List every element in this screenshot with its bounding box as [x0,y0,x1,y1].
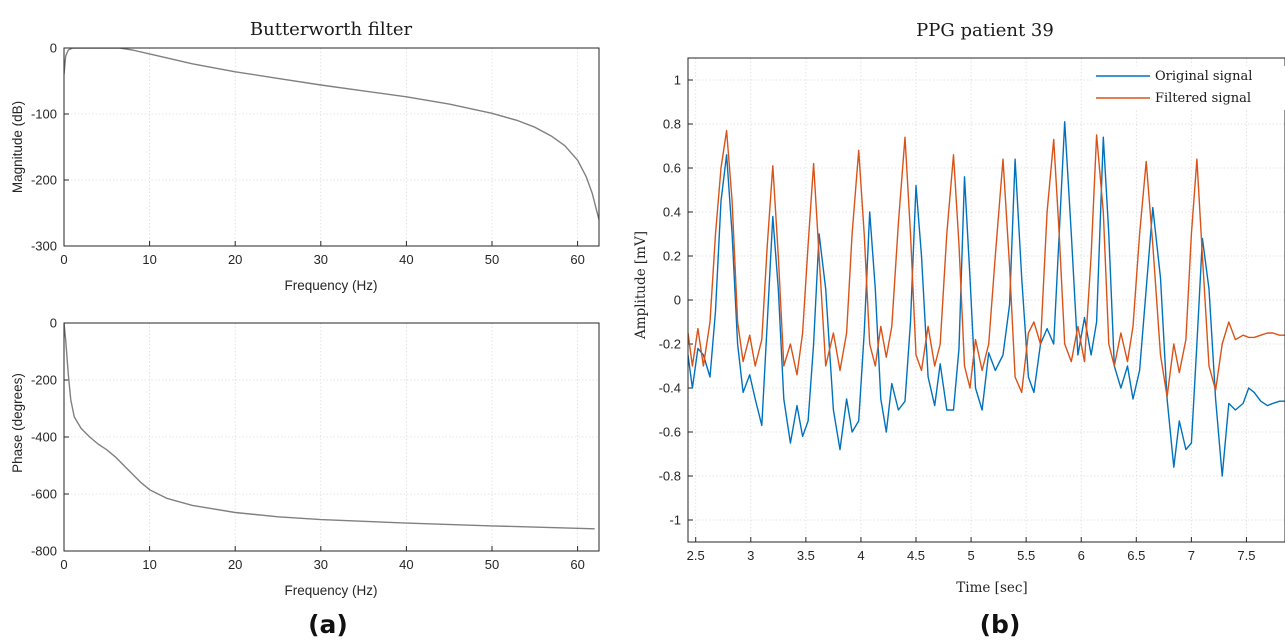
filtered-signal-line [688,129,1285,398]
y-tick-label: -200 [31,173,57,188]
y-tick-label: -1 [669,513,681,528]
magnitude-plot-ylabel: Magnitude (dB) [10,101,25,193]
x-tick-label: 3 [747,548,754,563]
ppg-plot-xlabel: Time [sec] [956,580,1027,596]
y-tick-label: -0.2 [659,337,681,352]
x-tick-label: 6 [1078,548,1085,563]
x-tick-label: 40 [399,252,413,267]
x-tick-label: 4 [857,548,864,563]
x-tick-label: 20 [228,252,242,267]
x-tick-label: 2.5 [687,548,705,563]
x-tick-label: 60 [570,252,584,267]
plot-area [64,48,599,246]
caption-b: (b) [980,610,1021,639]
x-tick-label: 50 [485,252,499,267]
axes-box [63,322,600,552]
phase-plot: 0 10 20 30 40 50 60 -800 -600 -400 -200 0 [31,316,600,572]
x-tick-label: 30 [314,252,328,267]
x-tick-label: 3.5 [797,548,815,563]
original-signal-line [688,121,1285,477]
phase-curve [64,323,595,530]
ppg-plot-title: PPG patient 39 [916,20,1054,41]
magnitude-plot-xlabel: Frequency (Hz) [284,278,377,293]
legend: Original signal Filtered signal [1092,66,1285,110]
y-tick-label: -600 [31,487,57,502]
y-tick-label: 0.2 [663,249,681,264]
x-tick-label: 10 [142,252,156,267]
axes-box [63,47,600,247]
y-tick-label: -0.8 [659,469,681,484]
legend-box [1092,66,1285,110]
y-tick-label: -0.4 [659,381,681,396]
x-tick-label: 40 [399,557,413,572]
magnitude-curve [64,48,599,220]
y-tick-label: 1 [674,73,681,88]
y-tick-label: 0.6 [663,161,681,176]
y-tick-label: 0.4 [663,205,681,220]
caption-a: (a) [308,610,348,639]
phase-plot-xlabel: Frequency (Hz) [284,583,377,598]
y-tick-label: -800 [31,544,57,559]
x-tick-label: 7 [1188,548,1195,563]
y-tick-label: -400 [31,430,57,445]
y-tick-label: -300 [31,239,57,254]
y-tick-label: -200 [31,373,57,388]
legend-label-original: Original signal [1155,69,1252,84]
x-tick-label: 4.5 [907,548,925,563]
phase-plot-ylabel: Phase (degrees) [10,373,25,473]
x-tick-label: 30 [314,557,328,572]
magnitude-plot-title: Butterworth filter [250,19,413,40]
x-tick-label: 50 [485,557,499,572]
y-tick-label: 0 [50,316,57,331]
y-tick-label: -100 [31,107,57,122]
y-tick-label: 0 [674,293,681,308]
y-tick-label: -0.6 [659,425,681,440]
x-tick-label: 6.5 [1127,548,1145,563]
x-tick-label: 20 [228,557,242,572]
x-tick-label: 0 [60,252,67,267]
magnitude-plot: 0 10 20 30 40 50 60 -300 -200 -100 0 [31,41,600,267]
y-tick-label: 0.8 [663,117,681,132]
legend-label-filtered: Filtered signal [1155,91,1251,106]
axes-box [687,57,1285,543]
x-tick-label: 0 [60,557,67,572]
y-tick-label: 0 [50,41,57,56]
ppg-plot-ylabel: Amplitude [mV] [633,231,649,340]
x-tick-label: 60 [570,557,584,572]
x-tick-label: 5 [967,548,974,563]
x-tick-label: 5.5 [1017,548,1035,563]
x-tick-label: 7.5 [1237,548,1255,563]
ppg-plot: 2.5 3 3.5 4 4.5 5 5.5 6 6.5 7 7.5 -1 -0.8 -0.6 -0.4 -0.… [659,57,1285,563]
x-tick-label: 10 [142,557,156,572]
